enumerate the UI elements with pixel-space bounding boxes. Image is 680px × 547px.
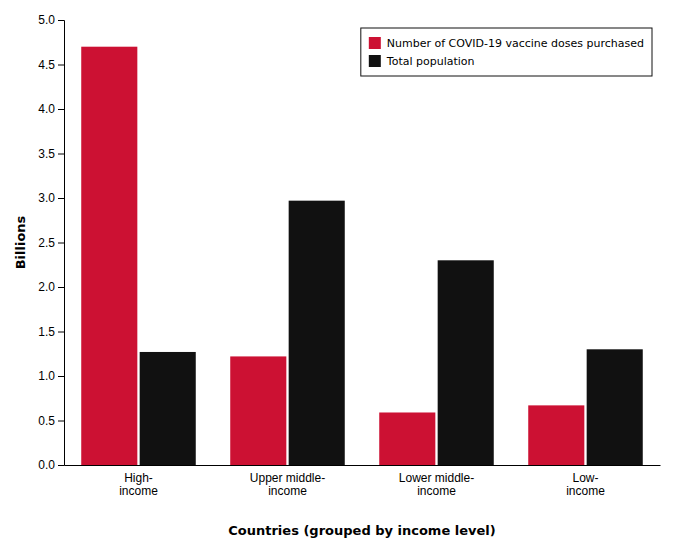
tick-label: 2.5 [38, 236, 55, 250]
tick-label: 3.5 [38, 147, 55, 161]
tick: 1.5 [38, 325, 64, 339]
legend-swatch [369, 55, 381, 67]
legend-swatch [369, 37, 381, 49]
tick-mark [58, 109, 64, 110]
tick: 1.0 [38, 369, 64, 383]
tick: 2.0 [38, 280, 64, 294]
tick-mark [58, 465, 64, 466]
tick-label: 2.0 [38, 280, 55, 294]
legend: Number of COVID-19 vaccine doses purchas… [361, 28, 652, 76]
bar [81, 47, 137, 465]
tick-label: High-income [119, 471, 158, 499]
tick: 0.0 [38, 458, 64, 472]
tick-label: Lower middle-income [399, 471, 474, 499]
bar [379, 412, 435, 465]
bar [140, 352, 196, 465]
legend-item: Total population [369, 55, 475, 68]
tick-mark [58, 243, 64, 244]
tick-label: 1.0 [38, 369, 55, 383]
tick-mark [58, 376, 64, 377]
x-axis-title: Countries (grouped by income level) [228, 523, 495, 538]
tick-label: 5.0 [38, 13, 55, 27]
tick-mark [58, 421, 64, 422]
tick-mark [58, 154, 64, 155]
tick: High-income [119, 465, 158, 498]
tick-label: 0.0 [38, 458, 55, 472]
chart: 0.0 0.5 1.0 1.5 2.0 2.5 3.0 3.5 4.0 4.5 5.0 High-in… [0, 0, 680, 547]
tick: 2.5 [38, 236, 64, 250]
tick: 3.5 [38, 147, 64, 161]
bar [528, 405, 584, 465]
x-axis: High-income Upper middle-income Lower midd… [65, 465, 661, 498]
tick-mark [58, 20, 64, 21]
series [140, 201, 643, 465]
tick-mark [58, 198, 64, 199]
tick: Upper middle-income [250, 465, 325, 498]
legend-label: Number of COVID-19 vaccine doses purchas… [387, 37, 644, 50]
tick: Lower middle-income [399, 465, 474, 498]
tick-mark [58, 332, 64, 333]
series [81, 47, 584, 465]
tick-label: 4.5 [38, 58, 55, 72]
tick-label: Upper middle-income [250, 471, 325, 499]
y-axis: 0.0 0.5 1.0 1.5 2.0 2.5 3.0 3.5 4.0 4.5 5.0 [38, 13, 64, 472]
tick: Low-income [566, 465, 605, 498]
axis-line [65, 465, 661, 466]
tick-mark [58, 287, 64, 288]
tick: 4.0 [38, 102, 64, 116]
bar [289, 201, 345, 465]
tick-label: Low-income [566, 471, 605, 499]
legend-label: Total population [386, 55, 475, 68]
tick: 4.5 [38, 58, 64, 72]
tick-label: 4.0 [38, 102, 55, 116]
bar [438, 260, 494, 465]
tick-label: 1.5 [38, 325, 55, 339]
tick-label: 0.5 [38, 414, 55, 428]
tick: 3.0 [38, 191, 64, 205]
y-axis-title: Billions [13, 215, 28, 269]
plot-area: 0.0 0.5 1.0 1.5 2.0 2.5 3.0 3.5 4.0 4.5 5.0 High-in… [38, 13, 660, 498]
tick: 5.0 [38, 13, 64, 27]
bar [587, 349, 643, 465]
tick-label: 3.0 [38, 191, 55, 205]
legend-item: Number of COVID-19 vaccine doses purchas… [369, 37, 644, 50]
bar [230, 356, 286, 465]
bars [81, 47, 643, 465]
tick: 0.5 [38, 414, 64, 428]
tick-mark [58, 65, 64, 66]
axis-line [58, 21, 65, 466]
legend-frame [361, 28, 652, 76]
